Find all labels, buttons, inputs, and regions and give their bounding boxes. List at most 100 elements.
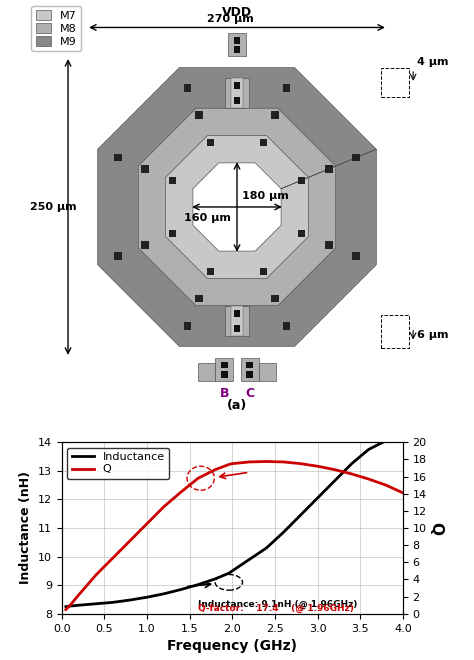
Bar [169, 230, 176, 238]
Q [195, 475, 201, 482]
Line: Inductance: Inductance [66, 436, 403, 607]
Inductance [315, 494, 320, 502]
Polygon shape [125, 95, 349, 319]
Q [63, 606, 69, 614]
Bar [298, 230, 305, 238]
Bar [258, 363, 276, 381]
Text: VDD: VDD [222, 6, 252, 19]
Text: Inductance: 9.1nH (@ 1.96GHz): Inductance: 9.1nH (@ 1.96GHz) [198, 600, 357, 609]
Bar [260, 267, 267, 275]
Inductance [229, 567, 235, 575]
Bar [283, 322, 290, 330]
Polygon shape [152, 122, 322, 292]
Bar [198, 363, 216, 381]
Text: 160 μm: 160 μm [184, 213, 231, 223]
Bar [142, 165, 149, 173]
Bar [283, 84, 290, 92]
Text: (a): (a) [227, 399, 247, 412]
Bar [246, 362, 253, 368]
Text: 6 μm: 6 μm [417, 330, 448, 340]
Text: 250 μm: 250 μm [30, 202, 77, 212]
Q [161, 503, 167, 511]
Q [144, 520, 150, 528]
Q [212, 466, 218, 474]
Q [178, 488, 184, 496]
Bar [221, 372, 228, 378]
Q [67, 601, 73, 609]
Bar [184, 322, 191, 330]
Bar [216, 358, 233, 381]
Bar [352, 154, 360, 162]
Bar [142, 241, 149, 249]
Q [281, 458, 286, 466]
Bar [228, 33, 246, 56]
Bar [169, 176, 176, 184]
Bar [325, 165, 332, 173]
Bar [225, 306, 249, 336]
Q [383, 481, 389, 489]
Q [349, 470, 355, 478]
Bar [260, 139, 267, 147]
Bar [241, 358, 258, 381]
Bar [271, 112, 279, 119]
Inductance [63, 603, 69, 610]
Bar [231, 78, 243, 108]
Bar [382, 315, 409, 348]
Q [366, 475, 372, 483]
Inductance [264, 544, 269, 552]
Inductance [195, 581, 201, 589]
Bar [195, 112, 203, 119]
Q [400, 489, 406, 497]
Legend: M7, M8, M9: M7, M8, M9 [31, 5, 82, 51]
Bar [234, 310, 240, 317]
Line: Q: Q [66, 461, 403, 610]
Polygon shape [98, 68, 376, 346]
Bar [325, 241, 332, 249]
Bar [234, 37, 240, 44]
Q [76, 591, 82, 599]
Q [315, 462, 320, 470]
Text: 180 μm: 180 μm [242, 191, 289, 201]
Inductance [246, 556, 252, 564]
Inductance [212, 575, 218, 583]
Inductance [67, 602, 73, 610]
Bar [225, 78, 249, 108]
Inductance [144, 593, 150, 601]
Text: 4 μm: 4 μm [417, 57, 448, 67]
Q [246, 458, 252, 466]
Inductance [178, 585, 184, 593]
Bar [207, 267, 214, 275]
Inductance [127, 596, 133, 604]
Bar [234, 46, 240, 53]
Bar [195, 295, 203, 302]
Q [226, 461, 232, 469]
Inductance [226, 569, 232, 577]
Bar [221, 362, 228, 368]
Q [298, 459, 303, 467]
Legend: Inductance, Q: Inductance, Q [67, 447, 169, 479]
Bar [231, 306, 243, 336]
Q [332, 466, 337, 474]
Text: B: B [219, 387, 229, 401]
Bar [352, 253, 360, 260]
Bar [234, 97, 240, 104]
Inductance [281, 528, 286, 536]
Y-axis label: Inductance (nH): Inductance (nH) [19, 471, 32, 585]
X-axis label: Frequency (GHz): Frequency (GHz) [167, 639, 297, 653]
Text: 270 μm: 270 μm [207, 14, 254, 24]
Bar [234, 82, 240, 89]
Bar [246, 372, 253, 378]
Text: C: C [245, 387, 254, 401]
Inductance [366, 446, 372, 453]
Bar [114, 154, 122, 162]
Inductance [332, 477, 337, 484]
Inductance [349, 459, 355, 467]
Q [229, 459, 235, 467]
Bar [271, 295, 279, 302]
Q [127, 537, 133, 544]
Inductance [76, 601, 82, 609]
Q [93, 571, 99, 579]
Inductance [400, 432, 406, 440]
Y-axis label: Q: Q [428, 521, 443, 535]
Q [110, 554, 116, 562]
